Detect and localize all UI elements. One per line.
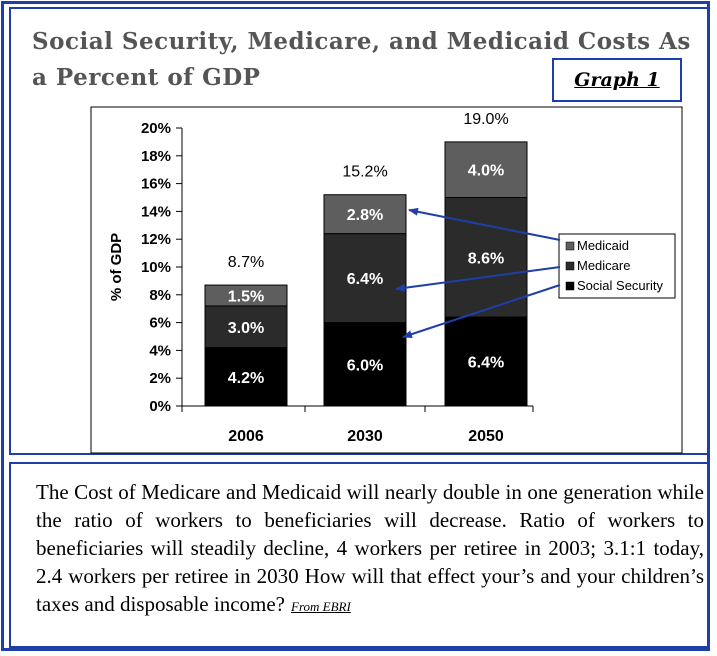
segment-value-label: 4.2% xyxy=(228,370,264,387)
legend-label: Social Security xyxy=(577,278,663,293)
y-tick-label: 10% xyxy=(141,259,171,276)
y-tick-label: 20% xyxy=(141,120,171,137)
x-tick-label: 2050 xyxy=(468,428,504,445)
y-tick-label: 16% xyxy=(141,176,171,193)
legend-swatch-medicaid xyxy=(566,242,574,250)
y-tick-label: 2% xyxy=(149,370,171,387)
bar-total-label: 19.0% xyxy=(463,111,508,128)
legend-swatch-medicare xyxy=(566,262,574,270)
segment-value-label: 6.4% xyxy=(347,271,383,288)
segment-value-label: 4.0% xyxy=(468,163,504,180)
y-axis-title: % of GDP xyxy=(108,233,125,301)
segment-value-label: 8.6% xyxy=(468,250,504,267)
legend-label: Medicare xyxy=(577,258,630,273)
source-note: From EBRI xyxy=(291,599,351,614)
segment-value-label: 6.4% xyxy=(468,355,504,372)
y-tick-label: 18% xyxy=(141,148,171,165)
segment-value-label: 3.0% xyxy=(228,320,264,337)
segment-value-label: 1.5% xyxy=(228,288,264,305)
bar-total-label: 15.2% xyxy=(342,164,387,181)
segment-value-label: 2.8% xyxy=(347,207,383,224)
legend-label: Medicaid xyxy=(577,238,629,253)
y-tick-label: 8% xyxy=(149,287,171,304)
y-tick-label: 6% xyxy=(149,315,171,332)
y-tick-label: 14% xyxy=(141,203,171,220)
y-tick-label: 0% xyxy=(149,398,171,415)
segment-value-label: 6.0% xyxy=(347,357,383,374)
caption-text: The Cost of Medicare and Medicaid will n… xyxy=(36,478,704,621)
x-tick-label: 2006 xyxy=(228,428,264,445)
y-tick-label: 12% xyxy=(141,231,171,248)
caption-body: The Cost of Medicare and Medicaid will n… xyxy=(36,480,704,616)
bar-total-label: 8.7% xyxy=(228,254,264,271)
y-tick-label: 4% xyxy=(149,342,171,359)
x-tick-label: 2030 xyxy=(347,428,383,445)
legend-swatch-social-security xyxy=(566,282,574,290)
